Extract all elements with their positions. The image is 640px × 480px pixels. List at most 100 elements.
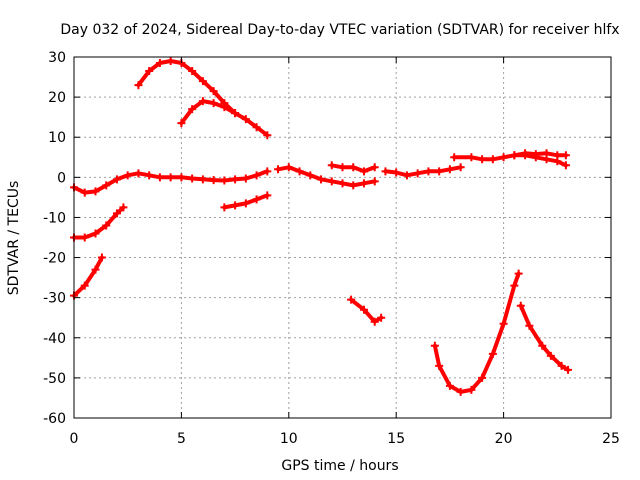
data-point [359, 167, 368, 176]
data-point [456, 387, 465, 396]
data-point [561, 151, 570, 160]
data-point [445, 381, 454, 390]
data-point [557, 361, 566, 370]
data-point [499, 319, 508, 328]
data-point [347, 295, 356, 304]
data-point [392, 168, 401, 177]
data-point [413, 169, 422, 178]
y-tick-label: 20 [48, 90, 66, 106]
series-arc-dip-small [349, 297, 384, 324]
data-point [435, 167, 444, 176]
data-point [478, 155, 487, 164]
data-point [467, 385, 476, 394]
data-point [263, 167, 272, 176]
data-point [295, 167, 304, 176]
data-point [538, 341, 547, 350]
data-point [188, 67, 197, 76]
data-point [209, 87, 218, 96]
data-point [499, 153, 508, 162]
y-tick-label: -60 [43, 411, 66, 427]
x-tick-label: 20 [495, 431, 513, 447]
data-point [145, 67, 154, 76]
series-arc-peak [136, 59, 238, 116]
data-point [546, 351, 555, 360]
series-group [70, 57, 573, 396]
data-point [359, 179, 368, 188]
data-point [402, 171, 411, 180]
data-point [370, 163, 379, 172]
y-tick-label: -30 [43, 291, 66, 307]
data-point [80, 233, 89, 242]
data-point [91, 229, 100, 238]
data-point [553, 157, 562, 166]
data-point [430, 341, 439, 350]
x-tick-label: 5 [177, 431, 186, 447]
data-point [542, 155, 551, 164]
data-point [516, 301, 525, 310]
data-point [467, 153, 476, 162]
data-point [231, 201, 240, 210]
data-point [102, 221, 111, 230]
data-point [317, 175, 326, 184]
data-point [166, 57, 175, 66]
data-point [252, 171, 261, 180]
data-point [525, 321, 534, 330]
data-point [241, 199, 250, 208]
data-point [134, 169, 143, 178]
data-point [424, 167, 433, 176]
y-tick-label: -10 [43, 210, 66, 226]
data-point [198, 97, 207, 106]
data-point [561, 161, 570, 170]
y-axis-label: SDTVAR / TECUs [6, 181, 22, 296]
data-point [198, 175, 207, 184]
y-tick-label: -40 [43, 331, 66, 347]
data-point [119, 203, 128, 212]
data-point [91, 187, 100, 196]
x-axis-label: GPS time / hours [281, 458, 398, 474]
data-point [80, 188, 89, 197]
data-point [370, 177, 379, 186]
data-point [155, 59, 164, 68]
data-point [349, 163, 358, 172]
data-point [381, 167, 390, 176]
data-point [510, 281, 519, 290]
data-point [112, 175, 121, 184]
data-point [241, 174, 250, 183]
y-tick-label: 30 [48, 50, 66, 66]
data-point [370, 317, 379, 326]
plot-frame [73, 56, 612, 419]
data-point [263, 131, 272, 140]
data-point [284, 163, 293, 172]
data-point [145, 171, 154, 180]
data-point [306, 171, 315, 180]
data-point [338, 179, 347, 188]
data-point [521, 151, 530, 160]
data-point [338, 163, 347, 172]
data-point [102, 181, 111, 190]
data-point [177, 119, 186, 128]
y-tick-label: -50 [43, 371, 66, 387]
data-point [510, 151, 519, 160]
grid [74, 57, 611, 418]
series-arc-low-c [72, 255, 104, 298]
x-tick-label: 10 [280, 431, 298, 447]
data-point [488, 155, 497, 164]
ticks: 0 5 10 15 20 25 -60 -50 -40 -30 -20 -10 0 10 20 30 [43, 50, 620, 447]
chart-title: Day 032 of 2024, Sidereal Day-to-day VTE… [60, 22, 619, 38]
data-point [488, 349, 497, 358]
data-point [274, 165, 283, 174]
data-point [263, 191, 272, 200]
x-tick-label: 15 [387, 431, 405, 447]
data-point [231, 109, 240, 118]
data-point [166, 173, 175, 182]
x-tick-label: 0 [70, 431, 79, 447]
data-point [209, 176, 218, 185]
data-point [220, 176, 229, 185]
data-point [155, 173, 164, 182]
series-arc-u [432, 271, 521, 394]
data-point [564, 365, 573, 374]
data-point [220, 203, 229, 212]
data-point [188, 174, 197, 183]
data-point [198, 77, 207, 86]
